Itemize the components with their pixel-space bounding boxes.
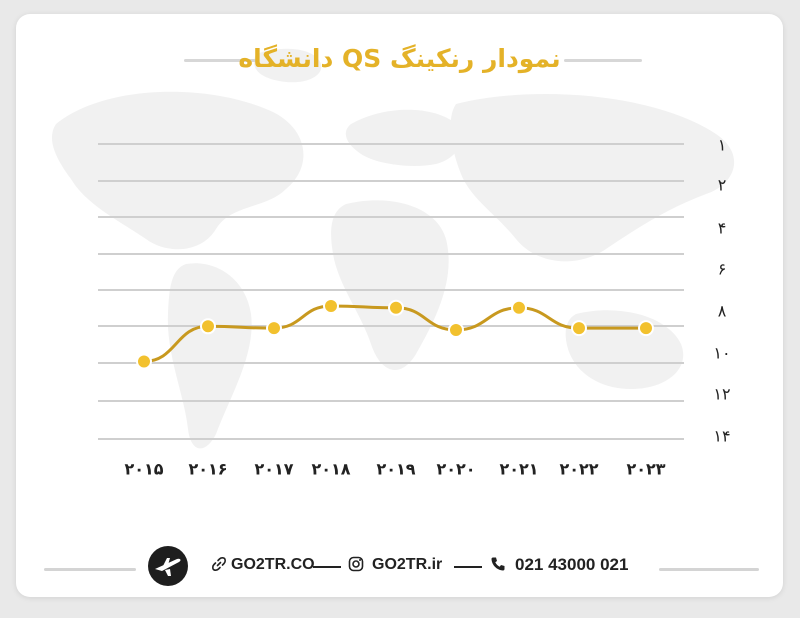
footer-divider-left xyxy=(44,568,136,571)
data-point-2022 xyxy=(571,320,587,337)
x-tick-label: ۲۰۲۲ xyxy=(559,460,598,479)
grid-lines xyxy=(98,143,684,440)
y-tick-label: ۱۰ xyxy=(713,344,730,363)
y-tick-label: ۱۴ xyxy=(713,427,730,446)
logo-plane-icon xyxy=(148,546,188,586)
data-point-2015 xyxy=(136,353,152,370)
footer-website[interactable]: GO2TR.CO xyxy=(231,556,315,573)
title-divider-left xyxy=(184,59,258,62)
data-point-2023 xyxy=(638,320,654,337)
y-tick-label: ۶ xyxy=(718,260,727,279)
title-row: نمودار رنکینگ QS دانشگاه xyxy=(16,42,783,78)
title-divider-right xyxy=(564,59,642,62)
footer: GO2TR.CO GO2TR.ir 021 43000 021 xyxy=(16,544,783,588)
chart-card: نمودار رنکینگ QS دانشگاه ۱ ۲ ۴ ۶ ۸ ۱۰ ۱۲ ۱۴ ۲۰۱… xyxy=(16,14,783,597)
y-tick-label: ۴ xyxy=(718,219,727,238)
y-tick-label: ۱۲ xyxy=(713,385,730,404)
world-map-background xyxy=(51,48,735,449)
x-tick-label: ۲۰۲۰ xyxy=(436,460,475,479)
phone-icon xyxy=(491,557,505,571)
y-tick-label: ۱ xyxy=(718,136,727,155)
data-point-2020 xyxy=(448,322,464,338)
x-tick-label: ۲۰۱۹ xyxy=(376,460,415,479)
y-tick-label: ۸ xyxy=(718,302,727,321)
link-icon xyxy=(212,557,226,571)
x-axis-ticks: ۲۰۱۵ ۲۰۱۶ ۲۰۱۷ ۲۰۱۸ ۲۰۱۹ ۲۰۲۰ ۲۰۲۱ ۲۰۲۲ ۲۰۲۳ xyxy=(124,460,665,479)
footer-separator-2 xyxy=(454,566,482,568)
x-tick-label: ۲۰۱۸ xyxy=(311,460,350,479)
data-point-2021 xyxy=(511,299,527,316)
data-point-2017 xyxy=(266,320,282,337)
x-tick-label: ۲۰۱۷ xyxy=(254,460,293,479)
footer-instagram[interactable]: GO2TR.ir xyxy=(372,556,443,573)
data-point-2019 xyxy=(388,299,404,316)
x-tick-label: ۲۰۱۵ xyxy=(124,460,163,479)
data-point-2016 xyxy=(200,318,216,335)
instagram-icon xyxy=(348,556,364,572)
y-tick-label: ۲ xyxy=(718,176,727,195)
x-tick-label: ۲۰۲۳ xyxy=(626,460,665,479)
footer-separator-1 xyxy=(313,566,341,568)
data-point-2018 xyxy=(323,297,339,314)
x-tick-label: ۲۰۱۶ xyxy=(188,460,227,479)
footer-phone[interactable]: 021 43000 021 xyxy=(515,555,629,574)
chart-title: نمودار رنکینگ QS دانشگاه xyxy=(238,44,561,73)
x-tick-label: ۲۰۲۱ xyxy=(499,460,538,479)
series-layer xyxy=(136,297,654,370)
footer-divider-right xyxy=(659,568,759,571)
